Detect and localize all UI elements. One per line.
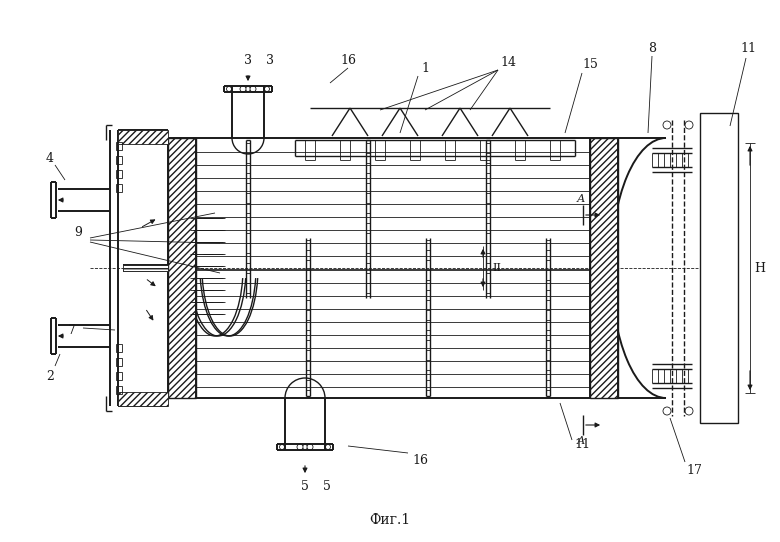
Text: А: А — [577, 436, 585, 446]
Bar — [123, 265, 168, 271]
Text: II: II — [492, 263, 502, 273]
Text: 8: 8 — [648, 42, 656, 55]
Bar — [590, 138, 618, 398]
Bar — [116, 358, 122, 366]
Circle shape — [264, 87, 270, 92]
Circle shape — [250, 86, 256, 92]
Circle shape — [246, 87, 250, 92]
Circle shape — [307, 444, 313, 450]
Bar — [168, 138, 196, 398]
Circle shape — [325, 444, 331, 449]
Text: 5: 5 — [301, 480, 309, 493]
Text: 4: 4 — [46, 152, 54, 165]
Circle shape — [297, 444, 303, 450]
Circle shape — [226, 87, 232, 92]
Bar — [116, 170, 122, 178]
Text: 5: 5 — [323, 480, 331, 493]
Bar — [116, 156, 122, 164]
Text: А: А — [577, 194, 585, 204]
Circle shape — [663, 121, 671, 129]
Circle shape — [279, 444, 285, 449]
Text: H: H — [754, 261, 765, 274]
Text: 3: 3 — [244, 55, 252, 68]
Text: 1: 1 — [421, 61, 429, 74]
Bar — [118, 392, 168, 406]
Bar — [700, 113, 738, 423]
Text: 7: 7 — [68, 324, 76, 337]
Bar — [116, 386, 122, 394]
Circle shape — [240, 86, 246, 92]
Circle shape — [685, 407, 693, 415]
Text: 9: 9 — [74, 227, 82, 240]
Text: 16: 16 — [412, 454, 428, 467]
Text: 15: 15 — [582, 59, 598, 72]
Text: 11: 11 — [574, 438, 590, 451]
Circle shape — [685, 121, 693, 129]
Text: 14: 14 — [500, 55, 516, 68]
Text: 11: 11 — [740, 42, 756, 55]
Text: 17: 17 — [686, 463, 702, 476]
Circle shape — [303, 444, 307, 449]
Bar — [118, 130, 168, 144]
Text: 3: 3 — [266, 55, 274, 68]
Circle shape — [663, 407, 671, 415]
Bar — [116, 372, 122, 380]
Text: Фиг.1: Фиг.1 — [370, 513, 410, 527]
Text: 16: 16 — [340, 55, 356, 68]
Bar — [116, 344, 122, 352]
Bar — [116, 184, 122, 192]
Bar — [116, 142, 122, 150]
Text: 2: 2 — [46, 370, 54, 383]
